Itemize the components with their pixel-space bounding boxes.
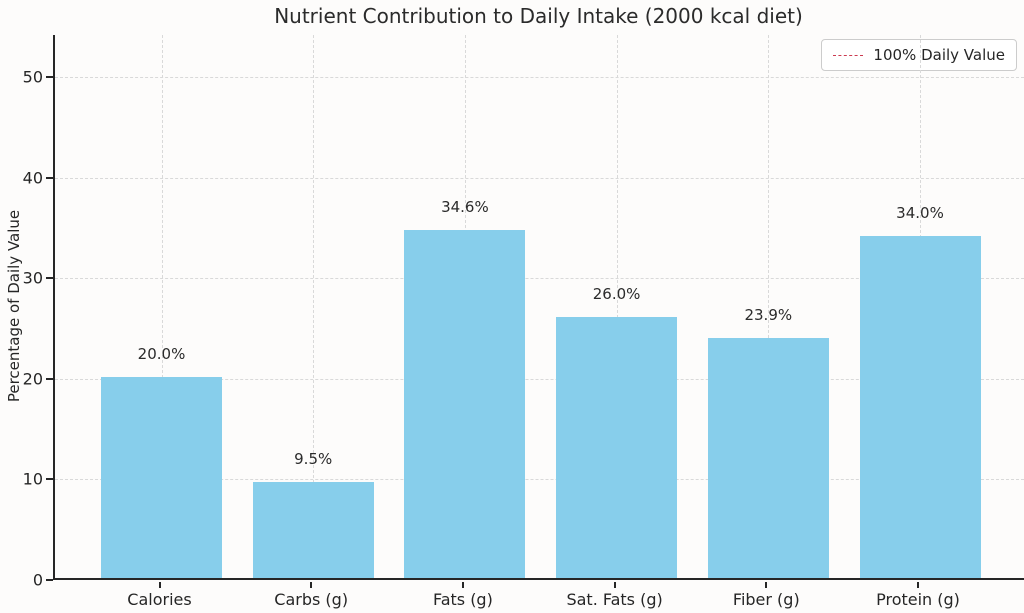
v-gridline-carbs-g [313, 35, 315, 578]
h-gridline-10 [55, 479, 1024, 481]
h-gridline-30 [55, 278, 1024, 280]
bar-value-label-carbs-g: 9.5% [294, 450, 333, 469]
v-gridline-calories [161, 35, 163, 578]
bar-fats-g [404, 230, 526, 578]
y-tick-label-10: 10 [22, 469, 43, 489]
x-tick-sat-fats-g [613, 582, 616, 588]
y-tick-label-50: 50 [22, 67, 43, 87]
x-tick-label-carbs-g: Carbs (g) [274, 590, 349, 609]
bar-calories [101, 376, 222, 578]
h-gridline-40 [55, 177, 1024, 179]
legend: 100% Daily Value [821, 39, 1017, 71]
bar-value-label-calories: 20.0% [137, 344, 186, 363]
bar-protein-g [859, 236, 981, 578]
y-tick-50 [46, 76, 53, 79]
x-tick-protein-g [917, 582, 919, 588]
chart-title: Nutrient Contribution to Daily Intake (2… [274, 4, 803, 28]
y-tick-label-30: 30 [22, 268, 43, 288]
x-tick-carbs-g [310, 582, 313, 588]
bar-sat-fats-g [556, 316, 678, 578]
y-tick-label-20: 20 [22, 369, 43, 389]
y-tick-20 [46, 377, 53, 380]
bar-value-label-fiber-g: 23.9% [744, 305, 793, 324]
y-tick-10 [46, 478, 53, 481]
x-tick-label-calories: Calories [127, 590, 192, 609]
v-gridline-sat-fats-g [616, 35, 618, 578]
bar-fiber-g [707, 337, 829, 578]
v-gridline-fiber-g [768, 35, 770, 578]
bar-carbs-g [252, 482, 374, 578]
bar-value-label-fats-g: 34.6% [441, 198, 489, 217]
bar-value-label-sat-fats-g: 26.0% [592, 284, 641, 303]
y-tick-label-0: 0 [32, 570, 43, 590]
x-tick-fiber-g [765, 582, 768, 588]
x-tick-fats-g [461, 582, 464, 588]
plot-area: 100% Daily Value 20.0% 9.5% 34.6% 26.0% 23.9… [53, 35, 1024, 580]
y-tick-30 [46, 277, 53, 280]
x-tick-label-protein-g: Protein (g) [876, 590, 960, 609]
legend-label: 100% Daily Value [873, 46, 1005, 64]
y-tick-40 [46, 176, 53, 179]
h-gridline-20 [55, 378, 1024, 380]
y-tick-label-40: 40 [22, 168, 43, 188]
h-gridline-50 [55, 77, 1024, 79]
x-tick-label-fiber-g: Fiber (g) [732, 590, 800, 609]
x-tick-label-sat-fats-g: Sat. Fats (g) [566, 590, 663, 609]
x-tick-label-fats-g: Fats (g) [432, 590, 493, 609]
bar-value-label-protein-g: 34.0% [896, 204, 944, 223]
x-tick-calories [158, 582, 161, 588]
y-tick-0 [46, 579, 53, 581]
dashed-line-legend-swatch [833, 54, 864, 56]
